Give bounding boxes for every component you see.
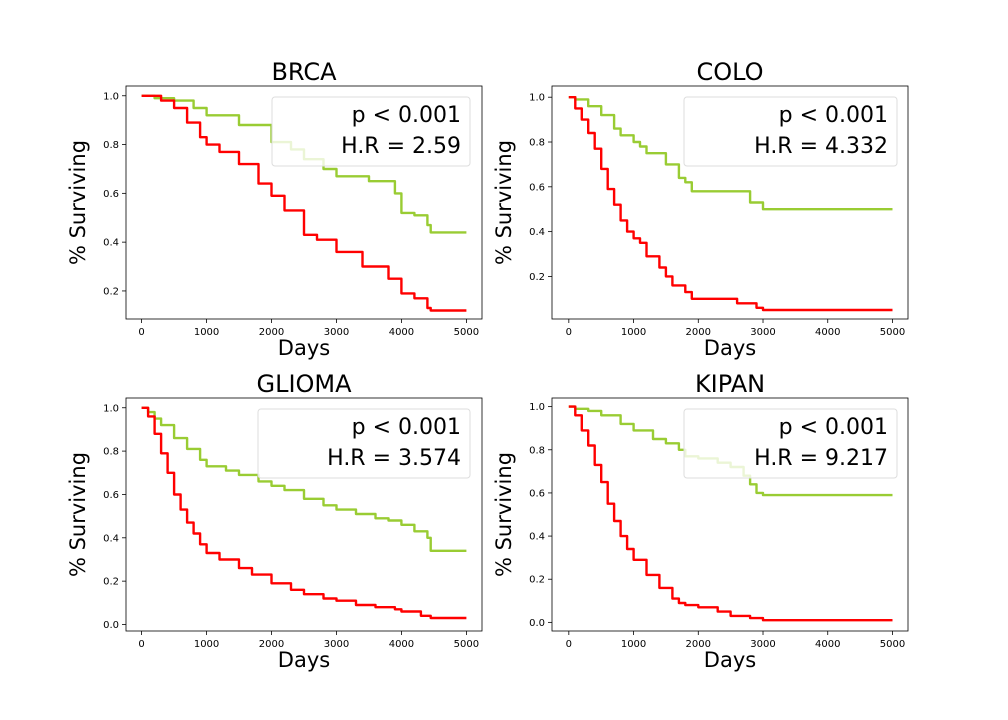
colo-ytick-label: 0.6 [529,182,545,193]
brca-panel: 0 1000 2000 3000 4000 5000 0.2 0.4 0.6 0.8 1.0 BRCA… [66,58,483,360]
colo-legend-frame [683,96,898,167]
brca-xtick-label: 1000 [194,327,219,338]
kipan-xtick-label: 2000 [686,639,711,650]
kipan-xtick-label: 4000 [815,639,840,650]
glioma-ytick-label: 0.8 [103,447,119,458]
kipan-title: KIPAN [695,370,765,398]
colo-xtick-label: 5000 [880,327,905,338]
brca-ytick-label: 0.2 [103,286,119,297]
brca-ytick-label: 0.8 [103,140,119,151]
glioma-xtick-label: 2000 [259,639,284,650]
glioma-ytick-label: 0.2 [103,577,119,588]
brca-ytick-label: 0.6 [103,189,119,200]
brca-title: BRCA [271,58,337,86]
glioma-ytick-label: 1.0 [103,403,119,414]
colo-panel: 0 1000 2000 3000 4000 5000 0.2 0.4 0.6 0.8 1.0 COLO… [492,58,909,360]
kipan-legend-hazard-ratio: H.R = 9.217 [754,446,888,471]
colo-legend-p-value: p < 0.001 [779,103,888,128]
brca-xtick-label: 3000 [324,327,349,338]
colo-xtick-label: 4000 [815,327,840,338]
kipan-panel: 0 1000 2000 3000 4000 5000 0.0 0.2 0.4 0.6 0.8 1.0 K… [492,370,909,672]
glioma-panel: 0 1000 2000 3000 4000 5000 0.0 0.2 0.4 0.6 0.8 1.0 G… [66,370,483,672]
kipan-ylabel: % Surviving [492,452,516,577]
glioma-xlabel: Days [278,648,330,672]
brca-legend-p-value: p < 0.001 [352,103,461,128]
glioma-ytick-label: 0.4 [103,533,119,544]
brca-xtick-label: 5000 [454,327,479,338]
glioma-xtick-label: 1000 [194,639,219,650]
brca-ytick-label: 0.4 [103,238,119,249]
kipan-ytick-label: 0.8 [529,445,545,456]
glioma-xtick-label: 0 [138,639,144,650]
colo-legend: p < 0.001 H.R = 4.332 [683,96,898,167]
brca-legend-frame [271,96,471,167]
kipan-xtick-label: 1000 [621,639,646,650]
glioma-plot-frame [125,397,483,632]
colo-ytick-label: 0.4 [529,227,545,238]
kipan-plot-frame [551,397,909,632]
kipan-legend-p-value: p < 0.001 [779,415,888,440]
colo-title: COLO [696,58,763,86]
kipan-xtick-label: 5000 [880,639,905,650]
kipan-ytick-label: 0.6 [529,488,545,499]
kipan-xtick-label: 3000 [750,639,775,650]
brca-ytick-label: 1.0 [103,91,119,102]
kipan-ytick-label: 0.0 [529,618,545,629]
colo-ytick-label: 0.8 [529,138,545,149]
glioma-ytick-label: 0.0 [103,620,119,631]
colo-legend-hazard-ratio: H.R = 4.332 [754,134,888,159]
glioma-legend: p < 0.001 H.R = 3.574 [257,408,471,479]
kipan-ytick-label: 0.4 [529,532,545,543]
colo-series-1-line [568,96,893,312]
brca-legend: p < 0.001 H.R = 2.59 [271,96,471,167]
glioma-legend-hazard-ratio: H.R = 3.574 [327,446,461,471]
glioma-xtick-label: 3000 [324,639,349,650]
brca-xtick-label: 2000 [259,327,284,338]
brca-xtick-label: 0 [138,327,144,338]
glioma-ylabel: % Surviving [66,452,90,577]
colo-xtick-label: 3000 [750,327,775,338]
brca-plot-frame [125,85,483,320]
kipan-legend: p < 0.001 H.R = 9.217 [683,408,898,479]
kipan-xlabel: Days [704,648,756,672]
colo-ytick-label: 1.0 [529,93,545,104]
colo-ylabel: % Surviving [492,140,516,265]
colo-plot-frame [551,85,909,320]
brca-ylabel: % Surviving [66,140,90,265]
glioma-legend-p-value: p < 0.001 [352,415,461,440]
glioma-ytick-label: 0.6 [103,490,119,501]
glioma-series-1-line [141,406,467,620]
kipan-xtick-label: 0 [566,639,572,650]
glioma-legend-frame [257,408,471,479]
glioma-title: GLIOMA [256,370,352,398]
kipan-ytick-label: 1.0 [529,402,545,413]
colo-ytick-label: 0.2 [529,272,545,283]
kipan-legend-frame [683,408,898,479]
kipan-ytick-label: 0.2 [529,575,545,586]
brca-legend-hazard-ratio: H.R = 2.59 [341,134,461,159]
colo-xlabel: Days [704,336,756,360]
colo-xtick-label: 0 [566,327,572,338]
colo-xtick-label: 1000 [621,327,646,338]
kipan-series-0-line [568,405,893,497]
glioma-xtick-label: 5000 [454,639,479,650]
colo-xtick-label: 2000 [686,327,711,338]
colo-series-0-line [568,96,893,211]
brca-xtick-label: 4000 [389,327,414,338]
brca-xlabel: Days [278,336,330,360]
glioma-series-0-line [141,406,467,552]
kipan-series-1-line [568,405,893,622]
brca-series-1-line [141,94,467,312]
glioma-xtick-label: 4000 [389,639,414,650]
